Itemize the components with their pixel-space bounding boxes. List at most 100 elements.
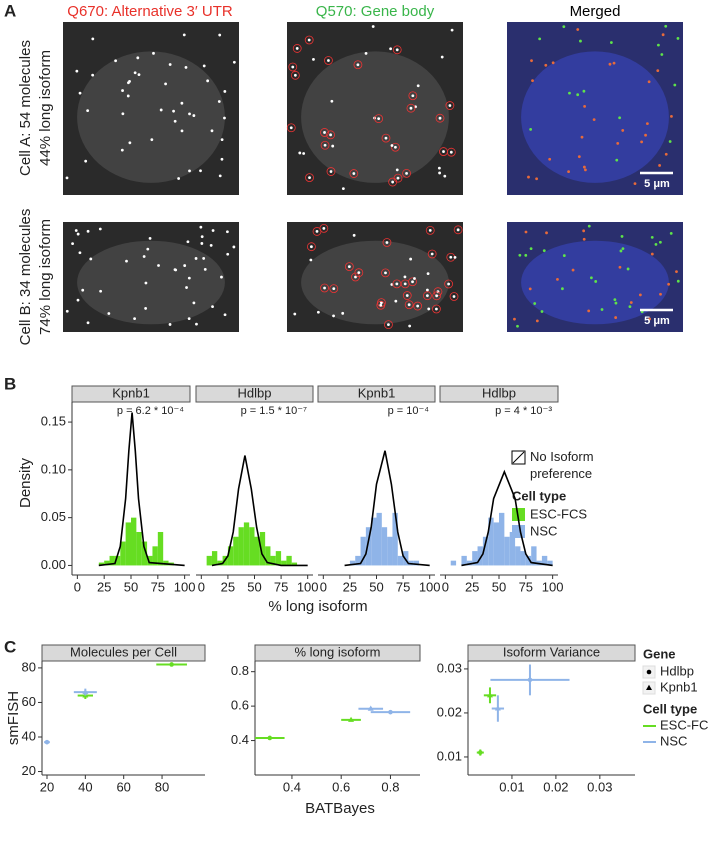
spot-ring xyxy=(381,133,391,143)
spot xyxy=(664,24,668,28)
y-tick-label: 0.03 xyxy=(437,660,462,675)
facet-strip xyxy=(254,644,421,662)
spot xyxy=(675,270,678,274)
spot-ring xyxy=(353,60,363,70)
spot xyxy=(356,63,360,67)
spot xyxy=(403,275,407,279)
point xyxy=(267,735,273,741)
spot xyxy=(621,129,625,132)
spot xyxy=(329,170,333,173)
spot xyxy=(357,271,361,275)
spot xyxy=(150,138,154,142)
spot xyxy=(289,126,293,130)
spot xyxy=(613,298,617,302)
histogram-bar xyxy=(413,560,420,566)
histogram-bar xyxy=(349,560,356,566)
spot xyxy=(391,180,395,184)
spot xyxy=(456,228,460,232)
spot xyxy=(648,317,652,321)
spot xyxy=(144,281,148,285)
spot xyxy=(78,251,82,255)
legend-label: No Isoform preference xyxy=(530,449,594,481)
spot xyxy=(618,265,622,269)
histogram-bar xyxy=(131,517,137,566)
spot xyxy=(232,245,236,249)
spot-ring xyxy=(432,291,442,301)
spot xyxy=(195,322,198,326)
x-tick-label: 60 xyxy=(116,779,130,794)
legend-title: Cell type xyxy=(643,701,697,716)
spot xyxy=(408,324,412,328)
spot-ring xyxy=(320,283,329,293)
x-tick-label: 50 xyxy=(369,579,383,594)
spot xyxy=(187,317,191,320)
spot xyxy=(128,141,132,145)
density-curve xyxy=(344,450,430,567)
spot xyxy=(308,176,311,180)
spot xyxy=(291,65,295,69)
spot-ring xyxy=(381,268,390,278)
spot xyxy=(65,176,69,180)
spot xyxy=(211,305,214,309)
spot xyxy=(403,282,407,286)
spot xyxy=(425,294,429,298)
x-tick-label: 0.8 xyxy=(381,779,399,794)
spot xyxy=(452,295,456,298)
spot-ring xyxy=(382,238,392,247)
spot-ring xyxy=(292,44,302,53)
cell-glow xyxy=(77,51,225,183)
legend-swatch xyxy=(512,508,525,521)
histogram-bar xyxy=(392,512,398,566)
spot xyxy=(448,104,452,107)
spot xyxy=(74,229,78,232)
spot-ring xyxy=(329,284,339,294)
spot xyxy=(309,258,313,262)
legend-label: Hdlbp xyxy=(660,663,694,678)
x-tick-label: 100 xyxy=(542,579,564,594)
histogram-bar xyxy=(147,555,153,566)
spot xyxy=(438,171,442,175)
histogram-bar xyxy=(360,536,366,566)
spot xyxy=(187,276,191,280)
histogram-bar xyxy=(275,551,282,566)
spot xyxy=(580,135,584,139)
histogram-bar xyxy=(371,517,377,566)
spot xyxy=(427,307,431,311)
spot xyxy=(199,169,202,173)
spot xyxy=(226,252,230,256)
histogram-bar xyxy=(477,546,483,566)
row-label: 44% long isoform xyxy=(37,50,54,166)
facet-title: Kpnb1 xyxy=(112,385,150,400)
density-curve xyxy=(461,469,553,567)
spot xyxy=(312,57,315,61)
spot xyxy=(440,55,444,59)
spot xyxy=(435,294,439,298)
spot xyxy=(323,286,326,290)
cell-glow xyxy=(521,51,669,183)
spot xyxy=(449,150,453,154)
spot-ring xyxy=(384,320,393,330)
spot xyxy=(524,230,528,234)
histogram-bar xyxy=(504,536,510,566)
spot xyxy=(76,298,80,302)
x-tick-label: 0.03 xyxy=(587,779,612,794)
column-header: Q570: Gene body xyxy=(316,3,435,20)
histogram-bar xyxy=(381,527,388,566)
histogram-bar xyxy=(206,555,212,566)
spot xyxy=(202,64,206,68)
spot xyxy=(438,116,442,120)
spot xyxy=(168,323,172,326)
spot xyxy=(443,174,447,178)
histogram-bar xyxy=(141,541,148,566)
spot xyxy=(223,116,226,120)
spot xyxy=(658,164,661,167)
x-tick-label: 50 xyxy=(247,579,261,594)
histogram-bar xyxy=(217,560,223,566)
spot xyxy=(658,240,662,244)
spot-ring xyxy=(453,225,463,235)
density-curve xyxy=(98,412,185,567)
panel-label: A xyxy=(4,1,16,20)
spot xyxy=(76,232,80,236)
x-axis-label: BATBayes xyxy=(305,800,375,817)
